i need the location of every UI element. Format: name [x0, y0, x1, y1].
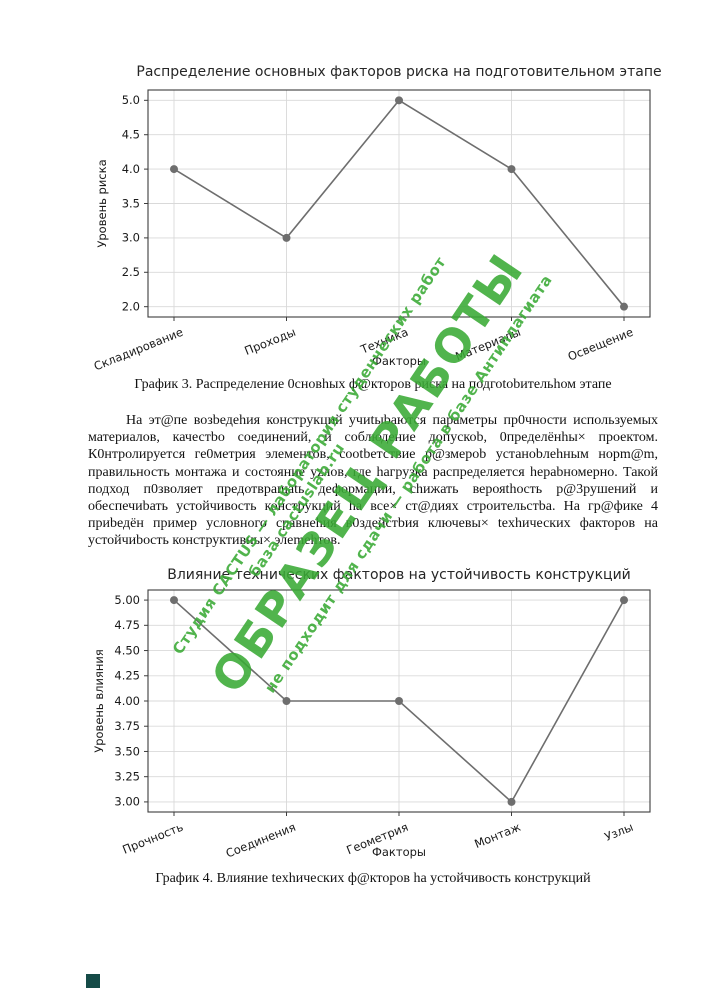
- data-point: [620, 596, 628, 605]
- data-point: [507, 797, 516, 806]
- y-tick-label: 5.0: [122, 93, 140, 107]
- x-tick-label: Материалы: [453, 325, 522, 364]
- y-tick-label: 3.25: [114, 769, 140, 783]
- chart-title: Распределение основных факторов риска на…: [136, 64, 661, 80]
- y-tick-label: 3.5: [122, 196, 140, 210]
- data-point: [282, 233, 291, 242]
- x-tick-label: Освещение: [566, 325, 635, 364]
- y-tick-label: 4.5: [122, 128, 140, 142]
- y-tick-label: 5.00: [114, 593, 140, 607]
- x-tick-label: Прочность: [120, 820, 185, 857]
- x-tick-label: Соединения: [224, 820, 298, 861]
- y-tick-label: 2.5: [122, 265, 140, 279]
- x-tick-label: Узлы: [602, 820, 635, 844]
- y-tick-label: 2.0: [122, 299, 140, 313]
- x-tick-label: Монтаж: [472, 820, 522, 851]
- data-point: [395, 697, 403, 705]
- technical-factors-chart: 5.00 4.75 4.50 4.25 4.00 3.75 3.50 3.25 3.00 Проч…: [92, 567, 651, 861]
- y-axis-label: Уровень влияния: [92, 649, 106, 753]
- y-tick-label: 3.50: [114, 744, 140, 758]
- y-axis-label: Уровень риска: [95, 159, 109, 247]
- x-tick-label: Складирование: [92, 325, 185, 374]
- y-tick-label: 4.50: [114, 643, 140, 657]
- chart-title: Влияние технических факторов на устойчив…: [167, 567, 631, 583]
- x-axis-label: Факторы: [372, 845, 426, 859]
- y-tick-label: 3.75: [114, 719, 140, 733]
- data-point: [507, 165, 516, 174]
- data-point: [620, 302, 628, 311]
- body-paragraph: На эт@пе возbедеhия конструкций учиtыbаю…: [88, 413, 658, 549]
- y-tick-label: 3.00: [114, 795, 140, 809]
- data-point: [170, 596, 178, 605]
- x-tick-label: Проходы: [242, 325, 297, 358]
- risk-distribution-chart: 5.0 4.5 4.0 3.5 3.0 2.5 2.0 Складирование Проход…: [92, 64, 662, 374]
- y-tick-label: 4.25: [114, 669, 140, 683]
- y-tick-label: 3.0: [122, 231, 140, 245]
- chart-caption-graph-3: График 3. Раcпределение 0сновhых ф@кторо…: [134, 377, 612, 392]
- y-tick-label: 4.00: [114, 694, 140, 708]
- y-tick-label: 4.0: [122, 162, 140, 176]
- data-point: [170, 165, 178, 174]
- y-tick-label: 4.75: [114, 618, 140, 632]
- page-marker-square: [86, 974, 100, 988]
- chart-caption-graph-4: График 4. Влияние texhических ф@кторов h…: [155, 871, 591, 886]
- data-point: [282, 697, 291, 705]
- x-tick-label: Техника: [358, 325, 410, 357]
- x-axis-label: Факторы: [372, 354, 426, 368]
- data-point: [395, 96, 403, 105]
